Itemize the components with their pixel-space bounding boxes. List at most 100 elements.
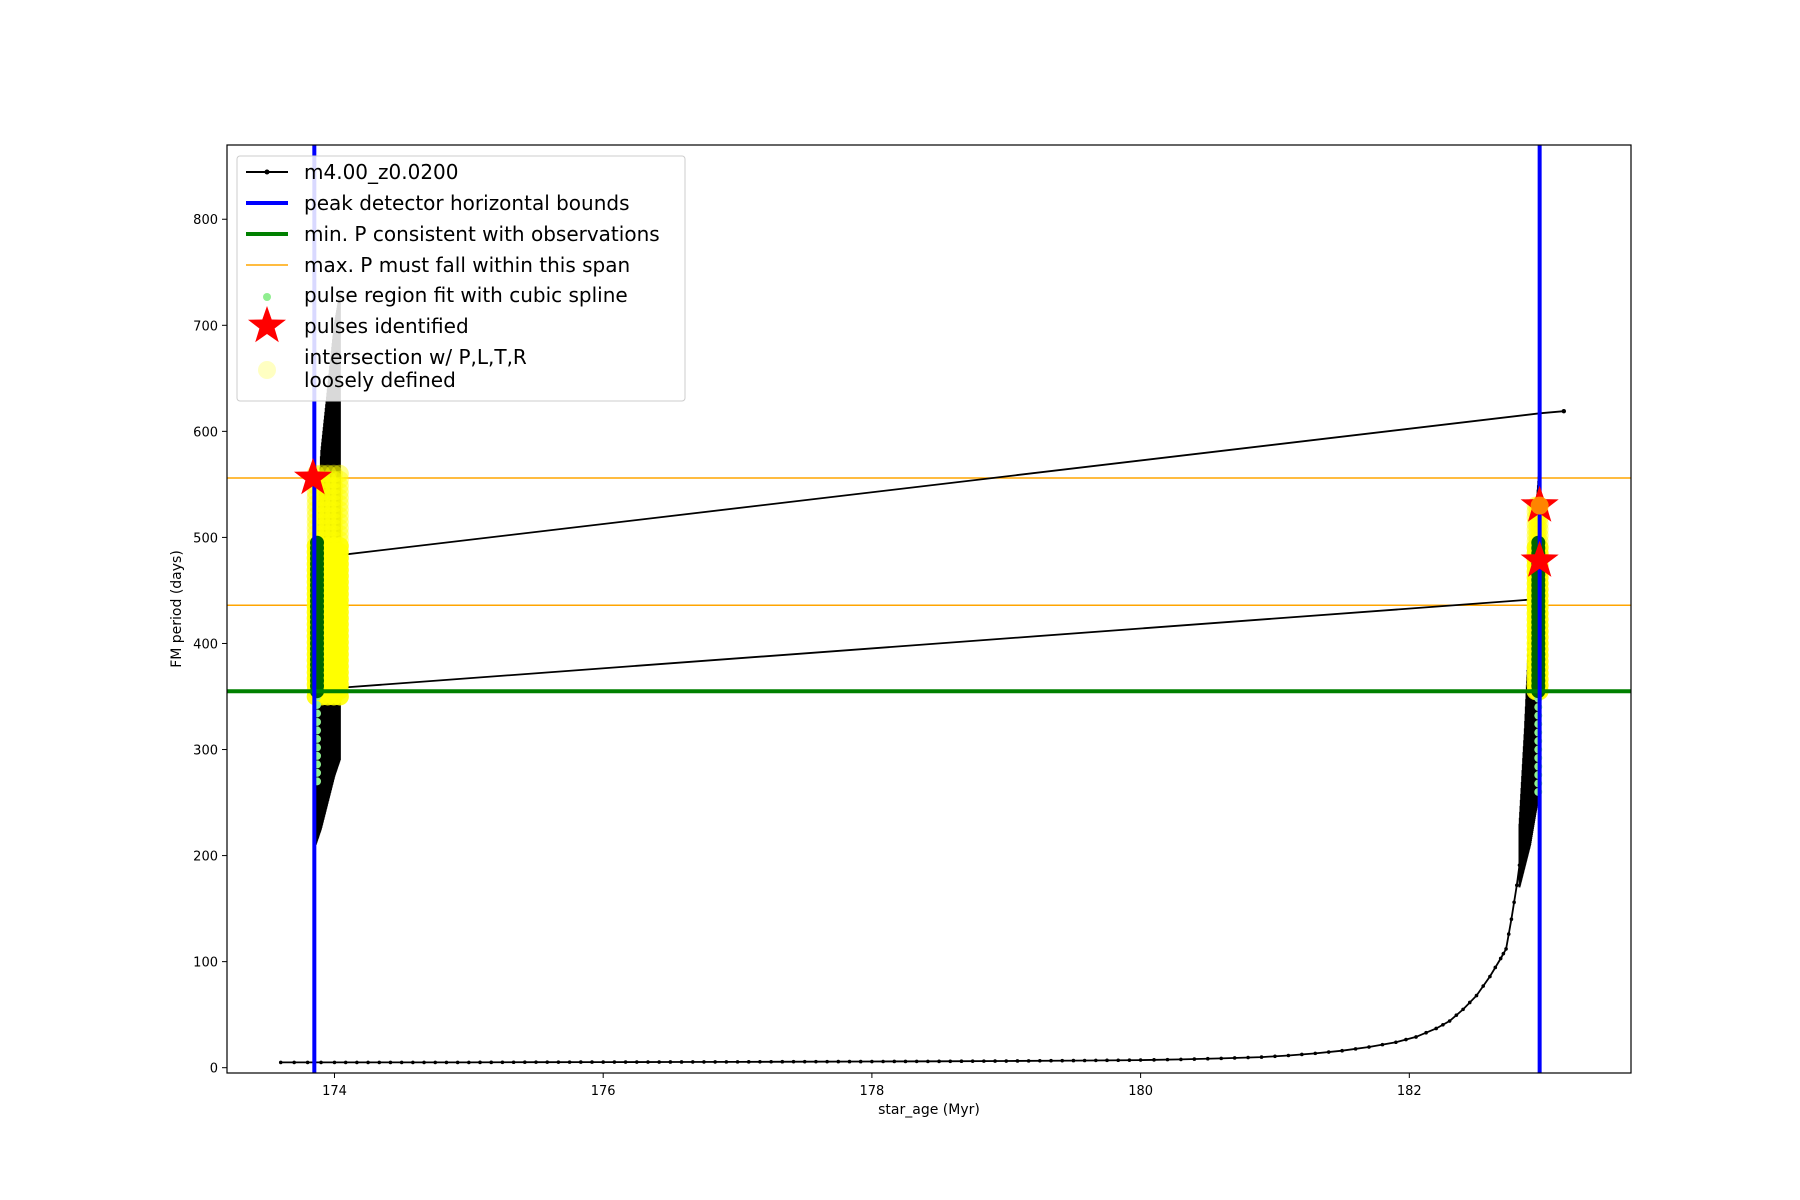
track-marker bbox=[791, 1059, 796, 1064]
track-marker bbox=[444, 1060, 449, 1065]
track-marker bbox=[1424, 1030, 1428, 1035]
y-tick-label: 700 bbox=[193, 319, 218, 334]
track-marker bbox=[1152, 1058, 1156, 1062]
track-marker bbox=[1380, 1042, 1385, 1047]
track-marker bbox=[319, 1060, 323, 1065]
y-tick-label: 600 bbox=[193, 425, 218, 440]
track-marker bbox=[1467, 1000, 1472, 1005]
track-marker bbox=[937, 1059, 941, 1064]
track-marker bbox=[746, 1060, 751, 1064]
track-marker bbox=[1561, 409, 1567, 414]
y-tick-label: 0 bbox=[210, 1062, 218, 1077]
track-marker bbox=[1138, 1058, 1143, 1062]
intersection-point bbox=[324, 482, 343, 501]
intersection-point bbox=[312, 512, 331, 531]
track-marker bbox=[1434, 1026, 1438, 1031]
intersection-point bbox=[330, 530, 349, 549]
intersection-point bbox=[318, 500, 337, 519]
track-connector bbox=[337, 412, 1540, 557]
intersection-point bbox=[324, 476, 343, 495]
track-marker bbox=[1116, 1058, 1121, 1063]
pulse-star bbox=[1520, 540, 1559, 577]
track-marker bbox=[292, 1060, 296, 1065]
track-marker bbox=[724, 1060, 729, 1064]
track-marker bbox=[377, 1060, 382, 1065]
intersection-point bbox=[324, 518, 343, 537]
track-marker bbox=[679, 1060, 684, 1064]
track-marker bbox=[343, 1060, 348, 1065]
track-marker bbox=[1205, 1056, 1210, 1061]
track-marker bbox=[388, 1060, 393, 1065]
intersection-point bbox=[312, 506, 331, 525]
track-marker bbox=[646, 1060, 650, 1064]
track-marker bbox=[668, 1060, 673, 1064]
track-marker bbox=[601, 1060, 605, 1064]
track-marker bbox=[1514, 883, 1519, 888]
intersection-point bbox=[318, 518, 337, 537]
x-tick-label: 180 bbox=[1128, 1084, 1153, 1099]
track-marker bbox=[355, 1060, 359, 1065]
track-marker bbox=[1394, 1040, 1398, 1045]
track-marker bbox=[590, 1060, 594, 1064]
track-marker bbox=[1404, 1037, 1408, 1042]
legend-swatch-dot bbox=[263, 293, 271, 301]
intersection-point bbox=[330, 537, 349, 556]
track-marker bbox=[1232, 1056, 1237, 1060]
track-marker bbox=[1165, 1057, 1170, 1062]
track-marker bbox=[1509, 917, 1514, 922]
track-marker bbox=[959, 1059, 964, 1064]
track-marker bbox=[881, 1059, 885, 1064]
track-marker bbox=[1414, 1035, 1418, 1039]
intersection-point bbox=[318, 488, 337, 507]
intersection-point bbox=[312, 518, 331, 537]
legend-label: intersection w/ P,L,T,R bbox=[304, 345, 527, 369]
track-marker bbox=[1038, 1059, 1042, 1063]
track-marker bbox=[556, 1060, 561, 1064]
track-marker bbox=[948, 1059, 953, 1064]
track-marker bbox=[511, 1060, 516, 1065]
track-marker bbox=[567, 1060, 572, 1064]
track-marker bbox=[1004, 1059, 1009, 1063]
legend-swatch-star bbox=[248, 306, 286, 343]
pulse-highlight bbox=[1530, 496, 1549, 515]
intersection-point bbox=[324, 494, 343, 513]
intersection-point bbox=[318, 506, 337, 525]
track-marker bbox=[305, 1060, 310, 1065]
track-marker bbox=[1192, 1057, 1197, 1061]
track-marker bbox=[1015, 1059, 1020, 1063]
track-marker bbox=[1493, 965, 1498, 970]
intersection-point bbox=[324, 506, 343, 525]
legend-label: peak detector horizontal bounds bbox=[304, 191, 630, 215]
y-tick-label: 200 bbox=[193, 850, 218, 865]
track-marker bbox=[1313, 1051, 1318, 1056]
track-marker bbox=[433, 1060, 438, 1065]
intersection-point bbox=[330, 494, 349, 513]
track-marker bbox=[1071, 1058, 1076, 1063]
track-marker bbox=[455, 1060, 460, 1065]
track-marker bbox=[500, 1060, 505, 1065]
track-marker bbox=[1441, 1022, 1445, 1027]
track-marker bbox=[1094, 1058, 1098, 1063]
track-marker bbox=[713, 1060, 717, 1064]
plot-frame bbox=[226, 144, 1632, 1074]
intersection-point bbox=[330, 476, 349, 495]
legend-label: max. P must fall within this span bbox=[304, 253, 630, 277]
intersection-point bbox=[330, 470, 349, 489]
intersection-point bbox=[1528, 514, 1547, 533]
track-marker bbox=[399, 1060, 404, 1065]
intersection-point bbox=[330, 464, 349, 483]
legend-label: pulse region fit with cubic spline bbox=[304, 283, 628, 307]
track-marker bbox=[1454, 1013, 1459, 1017]
track-marker bbox=[411, 1060, 415, 1065]
track-marker bbox=[523, 1060, 527, 1065]
track-marker bbox=[1488, 974, 1492, 979]
pulse-star bbox=[294, 458, 332, 495]
track-marker bbox=[489, 1060, 494, 1065]
track-marker bbox=[802, 1059, 807, 1064]
track-marker bbox=[1286, 1053, 1291, 1058]
x-tick-label: 176 bbox=[591, 1084, 616, 1099]
intersection-point bbox=[330, 488, 349, 507]
y-tick-label: 300 bbox=[193, 744, 218, 759]
legend-label: pulses identified bbox=[304, 314, 469, 338]
legend-swatch-bigdot bbox=[258, 361, 276, 379]
